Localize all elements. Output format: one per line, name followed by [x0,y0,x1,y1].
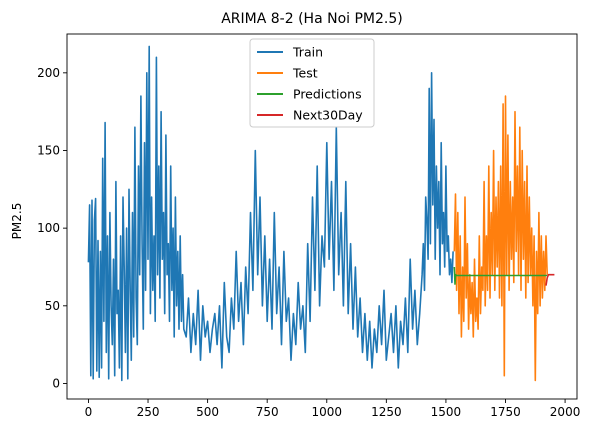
x-tick-label: 2000 [550,405,581,419]
y-tick-label: 0 [52,376,60,390]
x-tick-label: 500 [196,405,219,419]
x-tick-label: 750 [256,405,279,419]
y-tick-label: 100 [37,221,60,235]
series-line-next30day [545,273,555,286]
plot-frame [66,33,578,400]
x-tick-label: 1000 [311,405,342,419]
series-layer [87,45,555,382]
y-tick-label: 150 [37,143,60,157]
x-tick-label: 1500 [431,405,462,419]
y-tick-label: 200 [37,66,60,80]
axes-layer: 0 250 500 750 1000 1250 1500 1750 2000 0 50 100 150 2… [37,33,581,419]
legend-box [249,38,375,128]
legend-label-test: Test [292,66,318,81]
series-line-predictions [453,266,548,285]
legend-label-train: Train [292,45,323,60]
legend: Train Test Predictions Next30Day [249,38,375,128]
y-axis-label: PM2.5 [10,203,24,240]
x-tick-label: 0 [85,405,93,419]
x-tick-label: 1250 [371,405,402,419]
legend-label-next30day: Next30Day [293,108,363,123]
series-line-train [87,45,454,382]
legend-label-predictions: Predictions [293,87,362,102]
x-tick-label: 250 [137,405,160,419]
x-tick-label: 1750 [490,405,521,419]
chart-title: ARIMA 8-2 (Ha Noi PM2.5) [221,11,403,27]
y-tick-label: 50 [45,299,60,313]
